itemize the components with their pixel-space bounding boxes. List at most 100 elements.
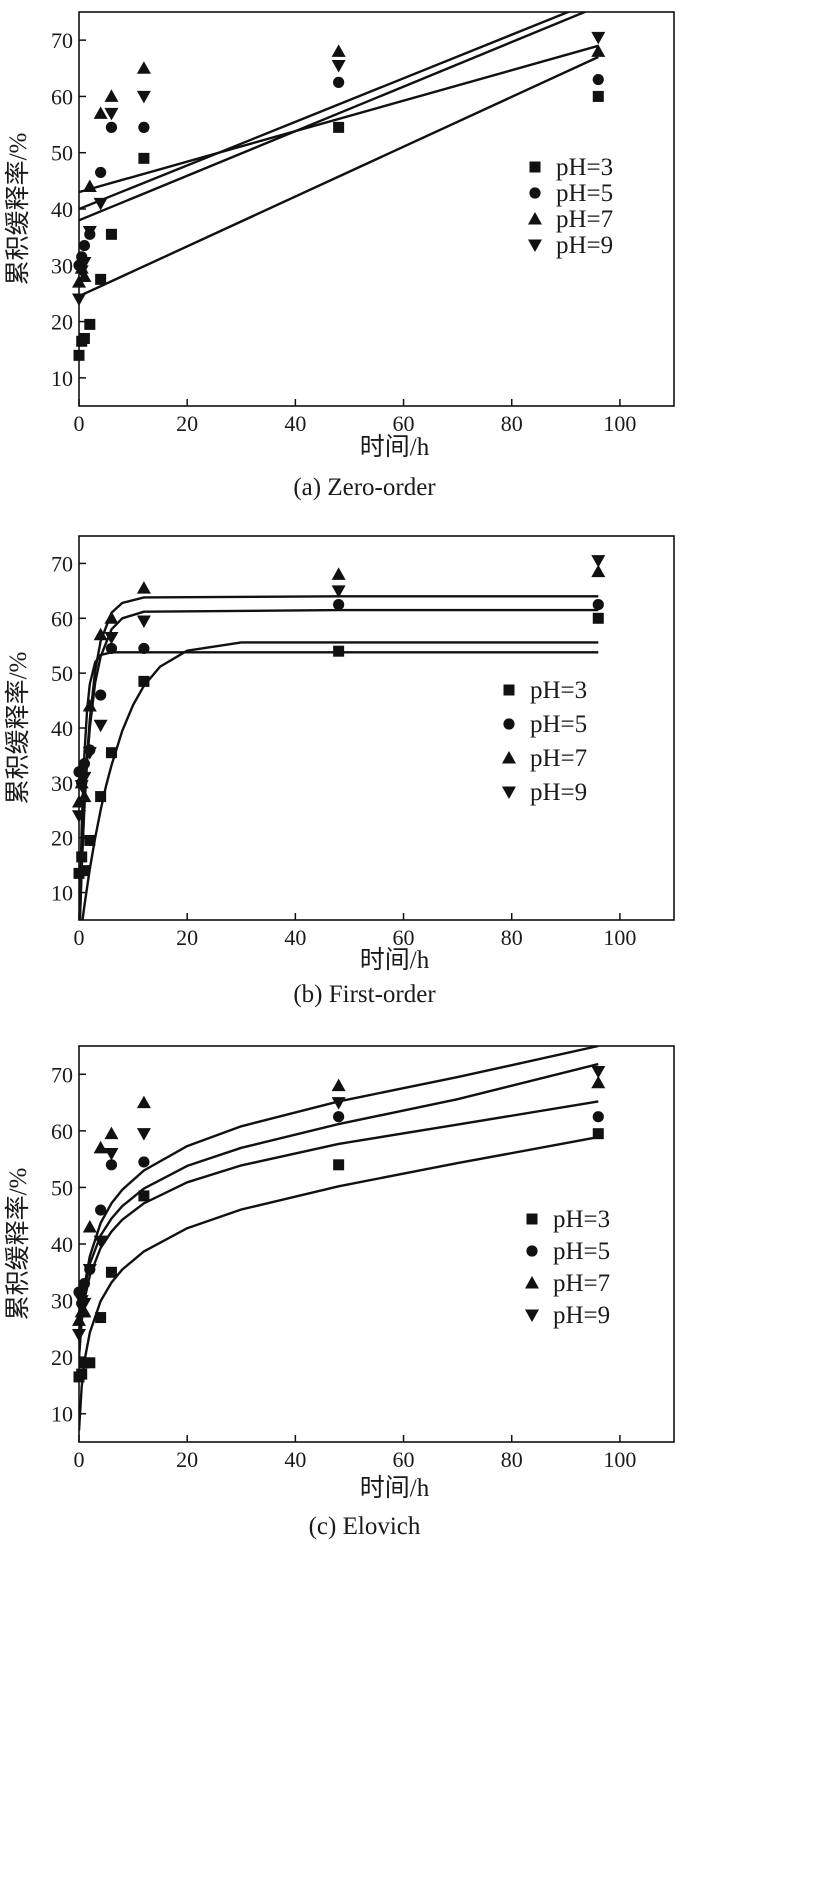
data-point-pH5 xyxy=(138,1156,150,1168)
data-point-pH9 xyxy=(93,719,108,733)
data-point-pH9 xyxy=(136,615,151,629)
data-point-pH9 xyxy=(331,585,346,598)
y-tick-label: 20 xyxy=(51,1345,73,1370)
x-tick-label: 40 xyxy=(284,1447,306,1472)
fit-line-pH3 xyxy=(79,55,599,298)
y-tick-label: 40 xyxy=(51,716,73,741)
data-point-pH5 xyxy=(95,166,107,179)
data-point-pH9 xyxy=(72,293,86,307)
y-tick-label: 40 xyxy=(51,1232,73,1257)
data-point-pH5 xyxy=(592,598,604,611)
x-axis-title: 时间/h xyxy=(360,1474,430,1502)
data-point-pH5 xyxy=(592,73,604,86)
data-point-pH9 xyxy=(136,90,151,104)
chart-panel-1: 0 20 40 60 80 100 10 20 30 40 50 60 70 时间/h 累积缓释率/% (a)… xyxy=(4,11,675,501)
y-axis-title: 累积缓释率/% xyxy=(4,133,32,286)
y-axis-title: 累积缓释率/% xyxy=(4,652,32,805)
data-point-pH3 xyxy=(105,747,117,759)
y-tick-label: 50 xyxy=(51,141,73,166)
data-point-pH3 xyxy=(78,332,90,344)
y-tick-label: 10 xyxy=(51,1402,73,1427)
legend-label: pH=3 xyxy=(553,1206,610,1233)
y-tick-label: 40 xyxy=(51,197,73,222)
chart-panel-2: 0 20 40 60 80 100 10 20 30 40 50 60 70 时间/h 累积缓释率/% (b)… xyxy=(4,535,675,1008)
data-point-pH9 xyxy=(82,747,97,760)
x-tick-label: 60 xyxy=(393,411,415,436)
legend-label: pH=9 xyxy=(530,779,587,806)
fit-curves xyxy=(79,12,599,298)
legend-marker-pH7 xyxy=(502,751,516,764)
legend: pH=3pH=5pH=7pH=9 xyxy=(525,1206,610,1329)
legend-marker-pH9 xyxy=(525,1309,539,1322)
data-points xyxy=(72,1065,606,1383)
data-point-pH7 xyxy=(591,564,606,578)
y-tick-label: 50 xyxy=(51,1175,73,1200)
data-point-pH7 xyxy=(136,61,151,74)
panel-caption: (b) First-order xyxy=(293,981,436,1008)
data-point-pH9 xyxy=(93,1235,108,1249)
data-point-pH5 xyxy=(105,642,118,655)
x-axis-title: 时间/h xyxy=(360,946,430,974)
data-point-pH9 xyxy=(77,1297,92,1311)
data-point-pH3 xyxy=(95,1312,107,1324)
x-tick-label: 80 xyxy=(501,925,523,950)
data-point-pH3 xyxy=(73,349,85,361)
data-point-pH9 xyxy=(72,1329,86,1342)
data-point-pH7 xyxy=(104,611,119,624)
fit-line-pH3 xyxy=(81,641,599,920)
data-points xyxy=(72,31,606,361)
data-point-pH7 xyxy=(82,1220,97,1233)
data-point-pH7 xyxy=(82,179,97,192)
y-tick-label: 60 xyxy=(51,606,73,631)
data-point-pH7 xyxy=(82,699,97,712)
fit-line-pH5 xyxy=(79,1100,599,1358)
x-tick-label: 20 xyxy=(176,411,198,436)
data-point-pH7 xyxy=(93,106,108,119)
y-axis-title: 累积缓释率/% xyxy=(4,1168,32,1321)
y-tick-label: 70 xyxy=(51,1062,73,1087)
data-point-pH9 xyxy=(74,265,89,278)
data-point-pH5 xyxy=(138,121,150,133)
fit-line-pH7 xyxy=(79,1046,599,1358)
data-point-pH3 xyxy=(105,1266,117,1278)
legend-label: pH=5 xyxy=(553,1238,610,1265)
x-tick-label: 0 xyxy=(74,411,85,436)
x-tick-label: 60 xyxy=(393,1447,415,1472)
x-tick-label: 20 xyxy=(176,925,198,950)
data-point-pH3 xyxy=(592,612,604,624)
data-point-pH5 xyxy=(138,642,150,655)
legend-marker-pH9 xyxy=(528,239,542,252)
data-point-pH3 xyxy=(84,834,96,846)
data-point-pH9 xyxy=(74,780,89,793)
x-tick-label: 80 xyxy=(501,411,523,436)
data-point-pH9 xyxy=(331,1097,346,1110)
legend-label: pH=5 xyxy=(530,711,587,738)
data-point-pH9 xyxy=(331,59,346,73)
x-tick-label: 20 xyxy=(176,1447,198,1472)
x-tick-label: 100 xyxy=(603,411,636,436)
y-tick-label: 30 xyxy=(51,253,73,278)
data-point-pH3 xyxy=(95,791,107,803)
data-point-pH3 xyxy=(78,865,90,877)
data-point-pH9 xyxy=(136,1128,151,1141)
y-tick-label: 30 xyxy=(51,771,73,796)
chart-panel-3: 0 20 40 60 80 100 10 20 30 40 50 60 70 时间/h 累积缓释率/% (c)… xyxy=(4,1045,675,1540)
data-point-pH9 xyxy=(591,1065,606,1079)
data-point-pH7 xyxy=(72,1313,86,1326)
data-point-pH3 xyxy=(333,121,345,133)
data-point-pH5 xyxy=(95,1204,107,1216)
fit-line-pH5 xyxy=(79,12,588,222)
data-point-pH3 xyxy=(84,318,96,330)
legend: pH=3pH=5pH=7pH=9 xyxy=(528,154,613,259)
y-tick-label: 10 xyxy=(51,366,73,391)
x-tick-label: 40 xyxy=(284,411,306,436)
data-point-pH5 xyxy=(73,1286,85,1298)
data-point-pH9 xyxy=(591,555,606,568)
data-point-pH7 xyxy=(77,1304,92,1318)
data-point-pH3 xyxy=(76,851,88,863)
data-point-pH7 xyxy=(77,269,92,283)
data-point-pH7 xyxy=(136,581,151,594)
legend-label: pH=7 xyxy=(530,745,587,772)
data-point-pH9 xyxy=(72,810,86,823)
